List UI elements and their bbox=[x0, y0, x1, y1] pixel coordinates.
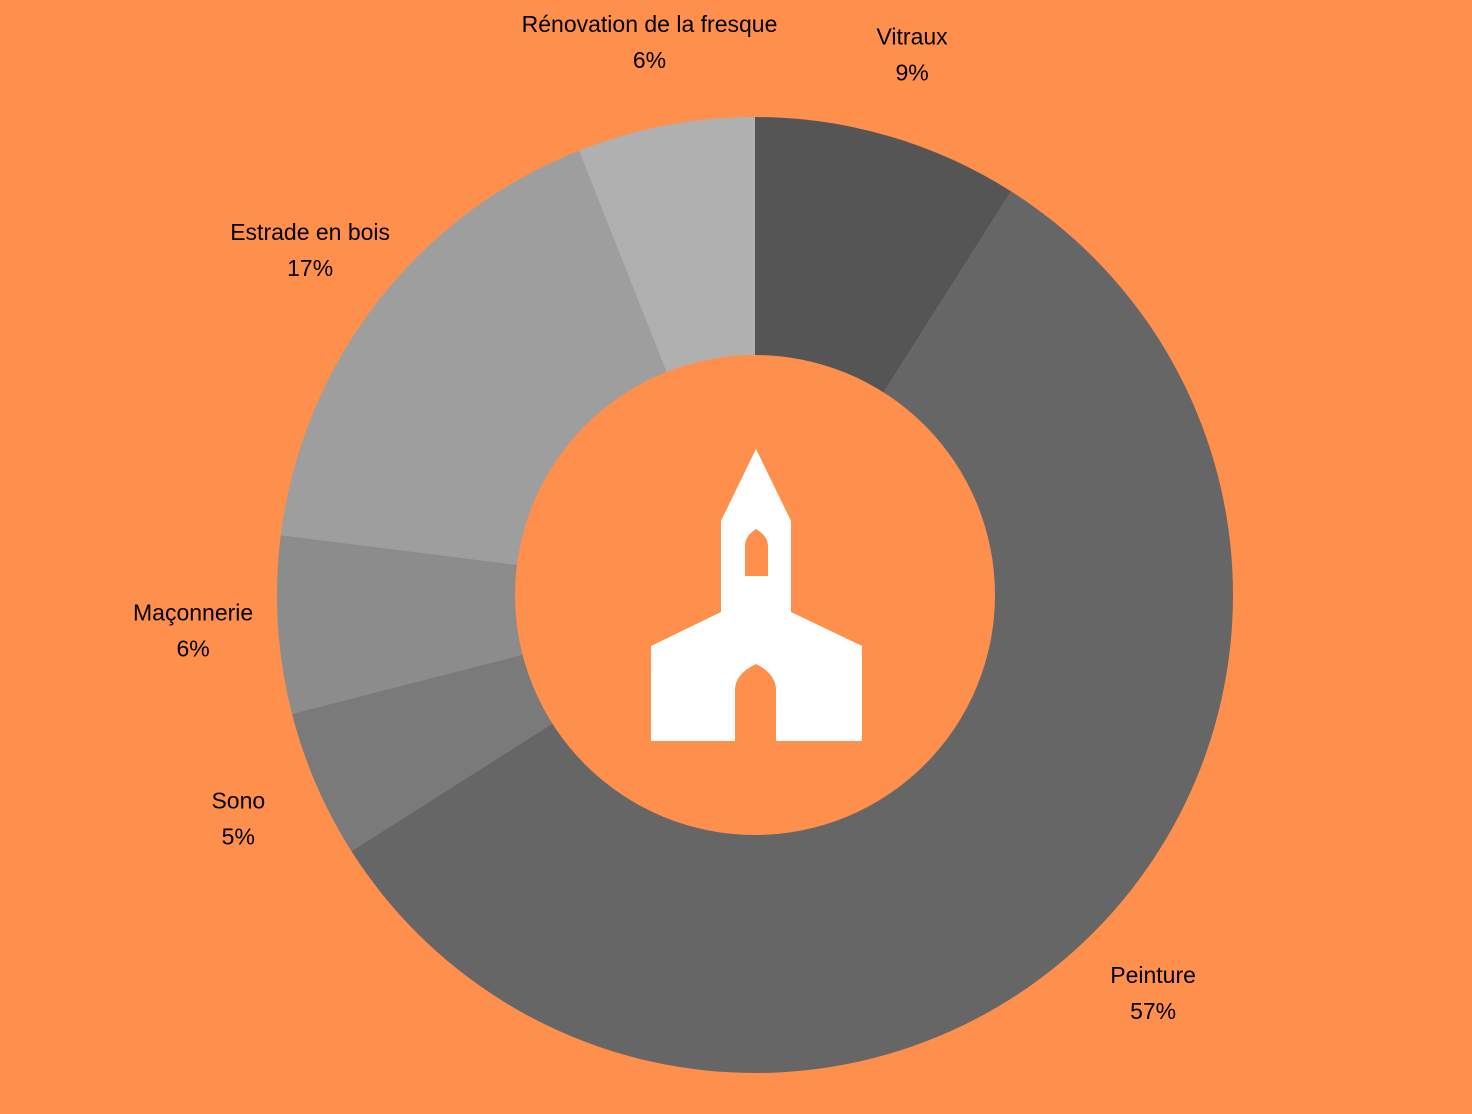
label-renovation-de-la-fresque: Rénovation de la fresque bbox=[522, 11, 778, 37]
label-maconnerie: Maçonnerie bbox=[133, 599, 253, 625]
label-peinture: Peinture bbox=[1110, 962, 1196, 988]
value-label-sono: 5% bbox=[222, 824, 255, 850]
value-label-peinture: 57% bbox=[1130, 998, 1176, 1024]
label-vitraux: Vitraux bbox=[876, 23, 948, 49]
value-label-estrade-en-bois: 17% bbox=[287, 255, 333, 281]
labels-group: Vitraux 9% Peinture 57% Sono 5% Maçonnerie 6% Es… bbox=[133, 11, 1196, 1024]
label-estrade-en-bois: Estrade en bois bbox=[230, 219, 390, 245]
slice-maconnerie bbox=[276, 535, 755, 714]
value-label-vitraux: 9% bbox=[895, 59, 928, 85]
church-icon bbox=[651, 449, 862, 741]
label-sono: Sono bbox=[211, 788, 265, 814]
value-label-maconnerie: 6% bbox=[176, 635, 209, 661]
value-label-renovation-de-la-fresque: 6% bbox=[633, 47, 666, 73]
